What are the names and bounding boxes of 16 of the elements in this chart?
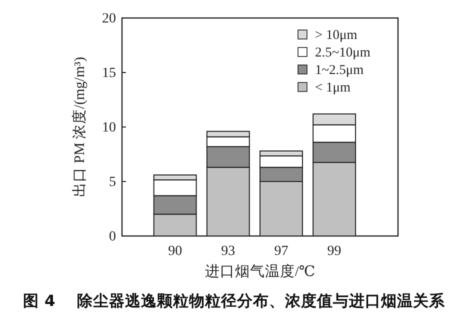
x-tick-label: 93	[221, 244, 236, 259]
legend-label: 1~2.5μm	[315, 62, 364, 77]
y-tick-label: 5	[109, 175, 116, 190]
legend-label: 2.5~10μm	[315, 44, 371, 60]
y-tick-label: 10	[102, 120, 116, 136]
y-axis-title: 出口 PM 浓度/(mg/m³)	[71, 56, 88, 198]
x-tick-label: 90	[168, 244, 182, 259]
x-tick-label: 97	[274, 244, 288, 259]
y-tick-label: 15	[102, 66, 116, 81]
y-tick-label: 0	[109, 230, 116, 244]
x-tick-label: 99	[327, 244, 342, 259]
legend-label: > 10μm	[315, 27, 358, 42]
caption: 图 4 除尘器逃逸颗粒物粒径分布、浓度值与进口烟温关系	[23, 291, 446, 310]
x-axis-title: 进口烟气温度/℃	[204, 263, 316, 280]
y-tick-label: 20	[102, 12, 116, 26]
legend-label: < 1μm	[315, 80, 351, 94]
